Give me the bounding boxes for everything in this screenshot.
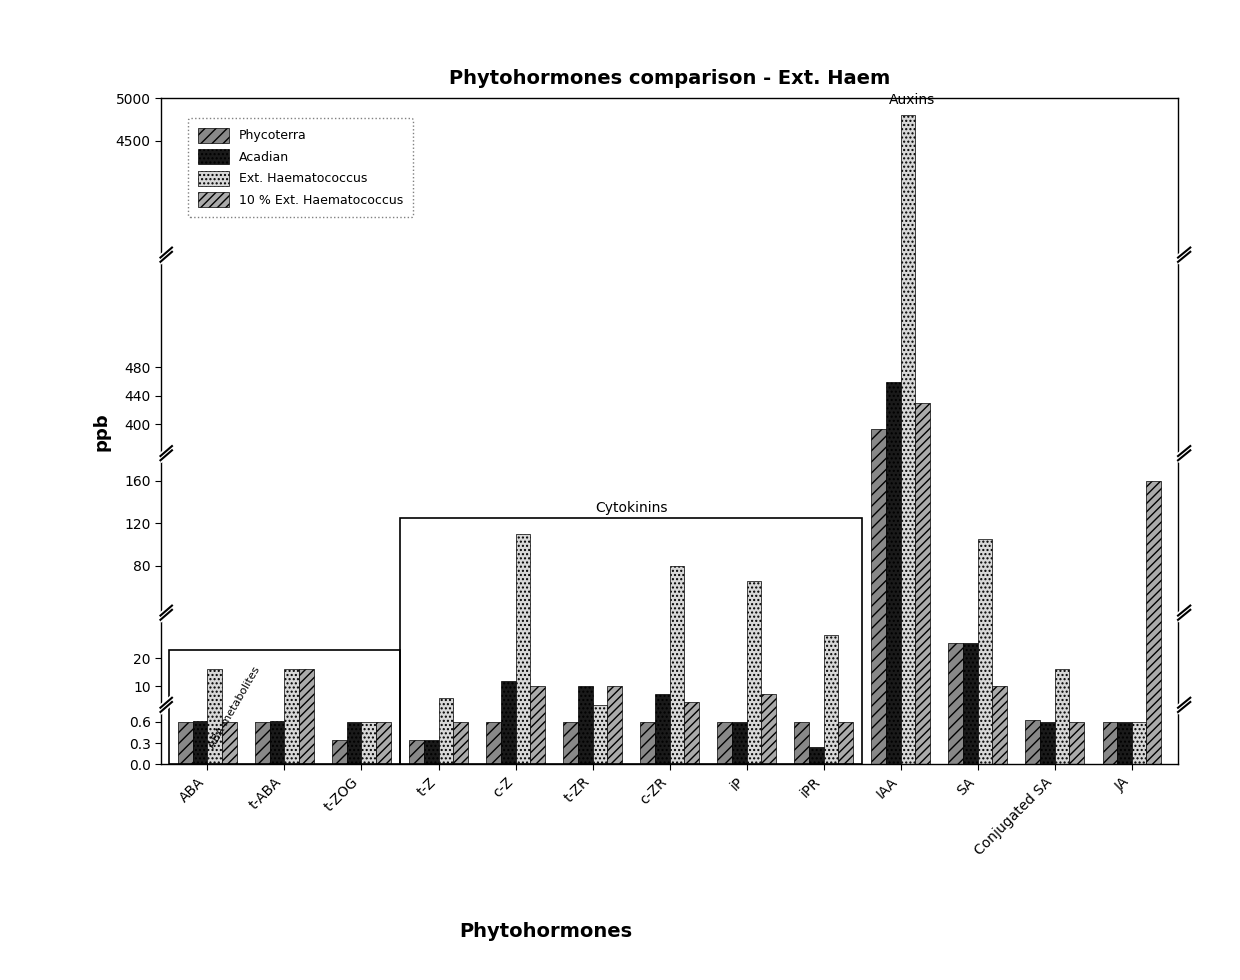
Bar — [486, 721, 501, 764]
Bar — [808, 747, 823, 764]
Bar — [299, 669, 314, 764]
Bar — [563, 721, 578, 764]
Bar — [362, 721, 376, 764]
Bar — [1147, 481, 1161, 764]
Bar — [1040, 722, 1055, 764]
Bar — [192, 721, 207, 764]
Bar — [453, 721, 467, 764]
Bar — [439, 698, 453, 764]
Text: Cytokinins: Cytokinins — [595, 501, 667, 515]
Bar — [593, 706, 608, 764]
Bar — [608, 686, 621, 764]
Text: Auxins: Auxins — [889, 92, 935, 107]
Bar — [1025, 720, 1040, 764]
Bar — [1055, 669, 1069, 764]
Title: Phytohormones comparison - Ext. Haem: Phytohormones comparison - Ext. Haem — [449, 70, 890, 88]
Bar — [284, 669, 299, 764]
Bar — [915, 403, 930, 764]
Bar — [578, 686, 593, 764]
Text: ABA metabolites: ABA metabolites — [207, 664, 263, 750]
Bar — [516, 534, 531, 764]
Bar — [746, 581, 761, 764]
Bar — [718, 721, 732, 764]
Bar — [401, 518, 862, 764]
Bar — [169, 651, 401, 764]
Bar — [1132, 721, 1147, 764]
Bar — [501, 681, 516, 764]
Bar — [207, 669, 222, 764]
Bar — [222, 721, 237, 764]
Bar — [992, 686, 1007, 764]
Bar — [409, 740, 424, 764]
Bar — [872, 429, 887, 764]
Legend: Phycoterra, Acadian, Ext. Haematococcus, 10 % Ext. Haematococcus: Phycoterra, Acadian, Ext. Haematococcus,… — [187, 118, 413, 218]
Bar — [655, 694, 670, 764]
Bar — [670, 565, 684, 764]
Bar — [963, 643, 977, 764]
Bar — [977, 539, 992, 764]
Bar — [1069, 721, 1084, 764]
Bar — [887, 381, 900, 764]
Bar — [424, 740, 439, 764]
Bar — [332, 740, 347, 764]
Bar — [531, 686, 544, 764]
Bar — [255, 721, 270, 764]
Bar — [838, 721, 853, 764]
Bar — [640, 721, 655, 764]
Bar — [347, 721, 362, 764]
Bar — [1117, 721, 1132, 764]
Bar — [900, 115, 915, 764]
Bar — [1102, 721, 1117, 764]
Bar — [949, 643, 963, 764]
Bar — [270, 721, 284, 764]
Bar — [179, 721, 192, 764]
Y-axis label: ppb: ppb — [92, 412, 110, 451]
Text: Phytohormones: Phytohormones — [459, 922, 632, 941]
Bar — [823, 635, 838, 764]
Bar — [732, 722, 746, 764]
Bar — [376, 721, 391, 764]
Bar — [684, 702, 699, 764]
Bar — [795, 721, 808, 764]
Bar — [761, 694, 776, 764]
